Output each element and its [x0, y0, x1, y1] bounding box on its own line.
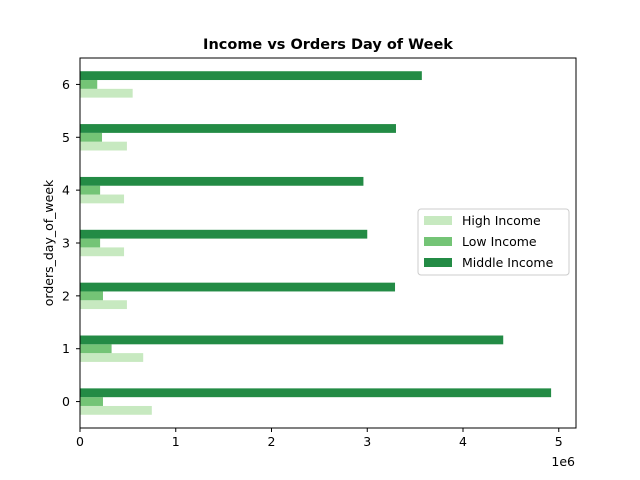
x-tick-label: 2 — [268, 434, 276, 449]
bar-low-income-day-0 — [80, 397, 103, 406]
bar-low-income-day-5 — [80, 132, 103, 142]
x-axis-offset-text: 1e6 — [551, 454, 575, 469]
axes-group: 0 1 2 3 4 5 0 1 2 3 4 5 6 — [62, 57, 577, 449]
bar-middle-income-day-4 — [80, 176, 364, 186]
chart-title: Income vs Orders Day of Week — [203, 37, 453, 53]
bar-low-income-day-4 — [80, 185, 101, 195]
y-tick-label: 0 — [62, 394, 70, 409]
bar-high-income-day-5 — [80, 141, 127, 151]
bar-middle-income-day-0 — [80, 388, 552, 398]
bar-middle-income-day-3 — [80, 229, 368, 239]
x-tick-label: 4 — [459, 434, 467, 449]
bar-middle-income-day-1 — [80, 335, 504, 345]
y-tick-label: 6 — [62, 77, 70, 92]
bar-high-income-day-2 — [80, 300, 127, 310]
bars-group — [80, 71, 552, 415]
y-axis-label: orders_day_of_week — [41, 179, 56, 306]
legend-label-low-income: Low Income — [462, 234, 537, 249]
x-tick-label: 0 — [76, 434, 84, 449]
x-tick-label: 5 — [555, 434, 563, 449]
bar-middle-income-day-2 — [80, 282, 396, 292]
legend: High Income Low Income Middle Income — [417, 208, 570, 276]
bar-low-income-day-1 — [80, 344, 112, 354]
bar-high-income-day-6 — [80, 88, 133, 98]
bar-high-income-day-1 — [80, 353, 144, 362]
bar-middle-income-day-5 — [80, 124, 396, 133]
y-tick-label: 5 — [62, 130, 70, 145]
y-tick-label: 2 — [62, 288, 70, 303]
bar-high-income-day-3 — [80, 247, 125, 257]
bar-high-income-day-4 — [80, 194, 125, 204]
legend-label-middle-income: Middle Income — [462, 255, 554, 270]
y-tick-label: 3 — [62, 236, 70, 251]
legend-swatch-middle-income — [424, 258, 452, 267]
bar-low-income-day-3 — [80, 238, 101, 248]
x-tick-label: 1 — [172, 434, 180, 449]
legend-label-high-income: High Income — [462, 213, 541, 228]
legend-box — [417, 208, 570, 276]
legend-swatch-high-income — [424, 216, 452, 225]
y-tick-label: 1 — [62, 341, 70, 356]
x-tick-label: 3 — [363, 434, 371, 449]
bar-low-income-day-6 — [80, 80, 98, 89]
bar-middle-income-day-6 — [80, 71, 422, 81]
bar-high-income-day-0 — [80, 405, 152, 415]
bar-low-income-day-2 — [80, 291, 103, 301]
y-tick-label: 4 — [62, 183, 70, 198]
legend-swatch-low-income — [424, 237, 452, 246]
